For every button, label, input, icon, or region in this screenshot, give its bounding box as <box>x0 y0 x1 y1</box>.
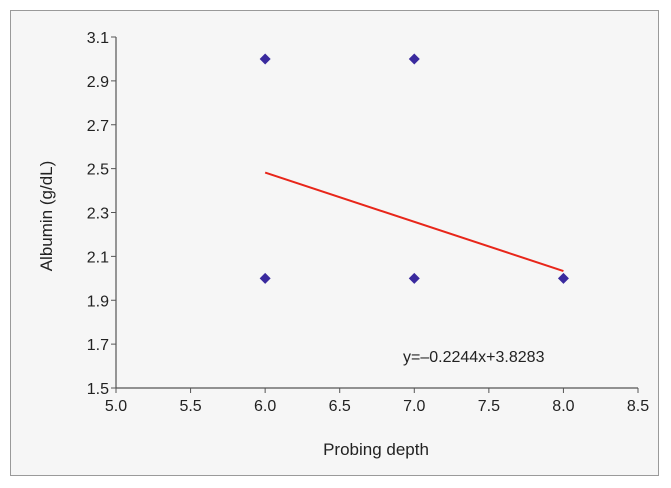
x-tick-label: 8.0 <box>552 398 574 415</box>
trendline <box>264 171 564 273</box>
x-tick-label: 6.0 <box>254 398 276 415</box>
y-tick-label: 1.9 <box>87 293 109 310</box>
y-tick-label: 2.1 <box>87 249 109 266</box>
y-tick-label: 2.9 <box>87 74 109 91</box>
chart-frame <box>10 10 659 476</box>
y-tick-label: 2.7 <box>87 118 109 135</box>
data-point <box>408 53 420 65</box>
y-axis-title: Albumin (g/dL) <box>37 161 56 272</box>
y-tick-label: 1.7 <box>87 337 109 354</box>
x-tick-label: 6.5 <box>329 398 351 415</box>
data-point <box>557 272 569 284</box>
x-tick-label: 7.0 <box>403 398 425 415</box>
data-point <box>408 272 420 284</box>
x-tick-label: 7.5 <box>478 398 500 415</box>
data-point <box>259 272 271 284</box>
y-tick-label: 1.5 <box>87 381 109 398</box>
data-point <box>259 53 271 65</box>
x-tick-label: 5.5 <box>179 398 201 415</box>
axes <box>115 37 638 389</box>
x-axis-title: Probing depth <box>323 440 429 459</box>
y-tick-label: 2.5 <box>87 162 109 179</box>
ticks: 5.0 5.5 6.0 6.5 7.0 7.5 8.0 8.5 1.5 1.7 1.9 2.1 2.3 2… <box>87 30 649 415</box>
x-tick-label: 5.0 <box>105 398 127 415</box>
y-tick-label: 2.3 <box>87 206 109 223</box>
y-tick-label: 3.1 <box>87 30 109 47</box>
trendline-equation: y=–0.2244x+3.8283 <box>403 349 545 366</box>
points-group <box>259 53 569 284</box>
trendline-group <box>264 171 564 273</box>
x-tick-label: 8.5 <box>627 398 649 415</box>
